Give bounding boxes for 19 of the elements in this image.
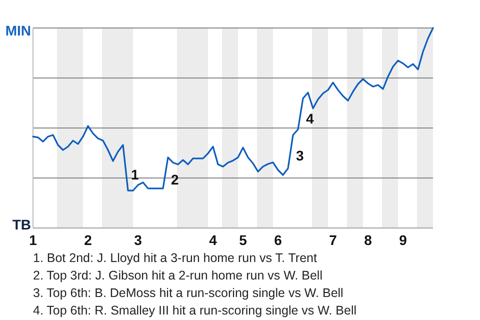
x-tick-label: 6 <box>274 232 282 248</box>
x-tick-label: 2 <box>84 232 92 248</box>
text: 3. Top 6th: B. DeMoss hit a run-scoring single vs W. Bell <box>33 286 344 300</box>
x-tick-label: 8 <box>364 232 372 248</box>
x-tick-label: 4 <box>209 232 218 248</box>
x-tick-label: 1 <box>29 232 38 248</box>
x-tick-label: 7 <box>329 232 338 248</box>
x-tick-label: 3 <box>134 232 142 248</box>
x-tick-label: 9 <box>399 232 408 248</box>
text: 2. Top 3rd: J. Gibson hit a 2-run home run vs W. Bell <box>33 268 322 282</box>
annotation: 3 <box>296 148 304 164</box>
x-tick-label: 5 <box>239 232 248 248</box>
annotation: 2 <box>171 172 179 188</box>
annotation: 4 <box>306 110 314 127</box>
text: MIN <box>5 22 31 39</box>
text: 1. Bot 2nd: J. Lloyd hit a 3-run home run vs T. Trent <box>33 251 318 265</box>
text: TB <box>12 216 31 233</box>
annotation: 1 <box>131 166 139 183</box>
text: 4. Top 6th: R. Smalley III hit a run-scoring single vs W. Bell <box>33 304 357 318</box>
